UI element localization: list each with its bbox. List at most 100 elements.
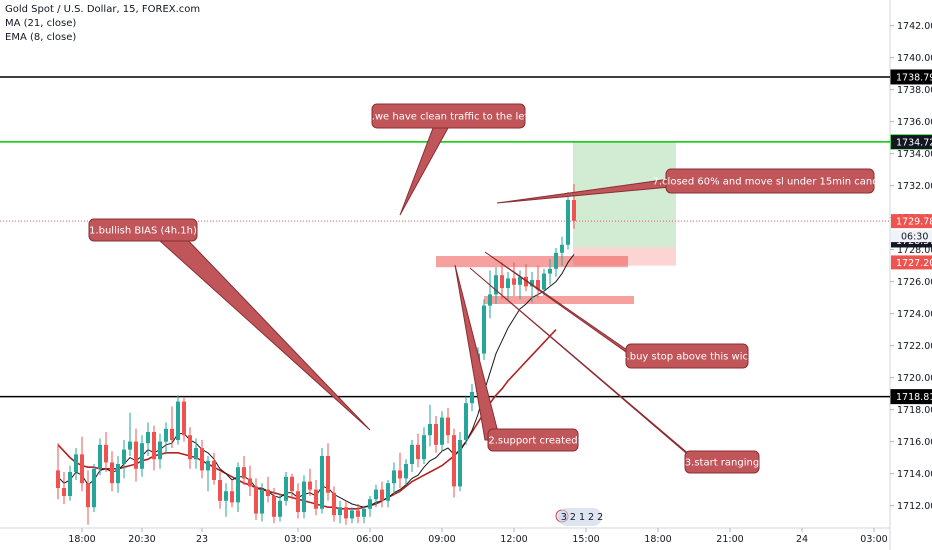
candle-body xyxy=(98,444,102,469)
y-tick-label: 1724.00 xyxy=(897,309,932,320)
candle-body xyxy=(434,424,438,445)
callout-box xyxy=(487,428,579,452)
candle-body xyxy=(392,470,396,484)
price-badge-label: 1727.20 xyxy=(896,258,932,269)
countdown-badge xyxy=(891,230,932,243)
y-tick-label: 1736.00 xyxy=(897,117,932,128)
callout-box xyxy=(625,343,749,369)
y-tick-label: 1716.00 xyxy=(897,437,932,448)
x-tick-label: 20:30 xyxy=(128,534,155,545)
candle-body xyxy=(374,489,378,500)
candle-body xyxy=(218,480,222,501)
candle-body xyxy=(344,507,348,519)
x-tick-label: 18:00 xyxy=(68,534,95,545)
x-tick-label: 24 xyxy=(796,534,808,545)
candle-body xyxy=(566,200,570,245)
x-tick-label: 03:00 xyxy=(860,534,887,545)
y-tick-label: 1742.00 xyxy=(897,21,932,32)
callout-pointer xyxy=(399,127,449,216)
chart-legend: Gold Spot / U.S. Dollar, 15, FOREX.com M… xyxy=(5,3,200,45)
candle-body xyxy=(224,491,228,501)
y-tick-label: 1734.00 xyxy=(897,149,932,160)
candle-body xyxy=(338,507,342,516)
y-tick-label: 1720.00 xyxy=(897,373,932,384)
candle-body xyxy=(206,460,210,471)
candle-body xyxy=(404,464,408,479)
candle-body xyxy=(422,435,426,460)
callout-text: 6.we have clean traffic to the left xyxy=(365,112,531,123)
callout-pointer xyxy=(148,231,371,431)
candle-body xyxy=(260,489,264,514)
candle-body xyxy=(272,496,276,517)
x-tick-label: 23 xyxy=(196,534,208,545)
callout-text: 4.buy stop above this wick xyxy=(620,352,754,363)
candle-body xyxy=(284,476,288,501)
candle-body xyxy=(194,448,198,460)
candle-body xyxy=(470,392,474,404)
candle-body xyxy=(512,278,516,285)
candle-body xyxy=(536,280,540,290)
candle-body xyxy=(62,488,66,496)
events-badge-label: 3 2 1 2 2 xyxy=(561,512,603,523)
candle-body xyxy=(440,417,444,445)
candle-body xyxy=(350,510,354,519)
y-tick-label: 1732.00 xyxy=(897,181,932,192)
candle-body xyxy=(362,508,366,517)
candle-body xyxy=(458,440,462,487)
y-tick-label: 1712.00 xyxy=(897,501,932,512)
candle-body xyxy=(452,435,456,487)
candle-body xyxy=(560,244,564,253)
x-tick-label: 09:00 xyxy=(428,534,455,545)
events-badge xyxy=(558,508,602,526)
candle-body xyxy=(86,483,90,508)
callout-text: 7.closed 60% and move sl under 15min can… xyxy=(653,177,888,188)
candle-body xyxy=(128,441,132,450)
y-tick-label: 1740.00 xyxy=(897,53,932,64)
level-badge xyxy=(890,389,932,405)
candle-body xyxy=(548,268,552,274)
candle-body xyxy=(248,478,252,487)
candle-body xyxy=(446,417,450,436)
candle-body xyxy=(398,470,402,479)
candle-body xyxy=(182,401,186,436)
price-badge xyxy=(891,214,932,229)
x-tick-label: 03:00 xyxy=(284,534,311,545)
candle-body xyxy=(170,428,174,440)
callout-text: 1.bullish BIAS (4h.1h) xyxy=(89,226,197,237)
candle-body xyxy=(56,470,60,488)
y-tick-label: 1722.00 xyxy=(897,341,932,352)
callout-box xyxy=(88,218,198,242)
candle-body xyxy=(266,489,270,496)
callout-box xyxy=(665,168,875,194)
callout-pointer xyxy=(454,264,501,441)
x-tick-label: 12:00 xyxy=(500,534,527,545)
y-tick-label: 1738.00 xyxy=(897,85,932,96)
candle-body xyxy=(290,476,294,492)
candle-body xyxy=(110,462,114,484)
candle-body xyxy=(278,500,282,517)
candle-body xyxy=(554,252,558,269)
legend-ema: EMA (8, close) xyxy=(5,32,77,43)
candle-body xyxy=(332,492,336,516)
candle-body xyxy=(152,432,156,460)
price-badge xyxy=(891,255,932,270)
y-tick-label: 1718.00 xyxy=(897,405,932,416)
y-tick-label: 1714.00 xyxy=(897,469,932,480)
x-tick-label: 06:00 xyxy=(356,534,383,545)
candle-body xyxy=(146,432,150,444)
candle-body xyxy=(296,491,300,512)
range-high-box xyxy=(436,256,628,268)
candle-body xyxy=(116,464,120,484)
y-tick-label: 1726.00 xyxy=(897,277,932,288)
price-badge-label: 1729.78 xyxy=(896,217,932,228)
candle-body xyxy=(368,499,372,509)
candle-body xyxy=(254,486,258,514)
callout-pointer xyxy=(484,251,641,363)
candle-body xyxy=(320,456,324,509)
candle-body xyxy=(572,200,576,221)
candle-body xyxy=(518,276,522,285)
candle-body xyxy=(494,275,498,295)
candle-body xyxy=(80,454,84,484)
level-badge xyxy=(890,69,932,85)
